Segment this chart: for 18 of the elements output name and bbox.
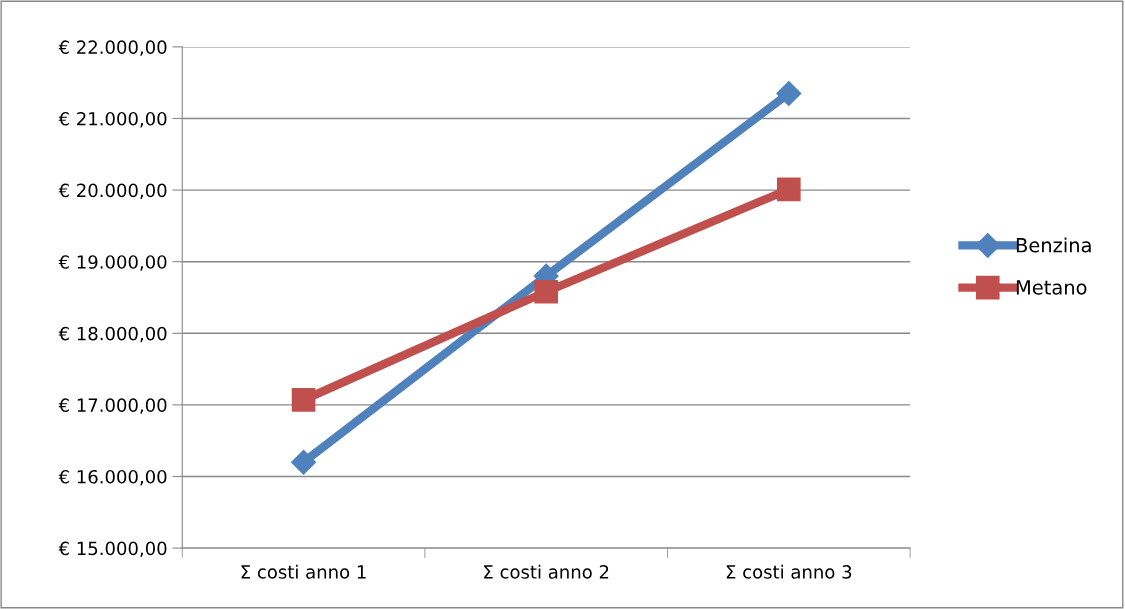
y-tick-label: € 15.000,00 [58,541,167,558]
y-tick-label: € 20.000,00 [58,183,167,200]
x-tick-label: Σ costi anno 2 [484,564,609,579]
point [291,449,317,475]
point [776,80,802,106]
y-tick-label: € 22.000,00 [58,40,167,56]
x-tick-label: Σ costi anno 3 [726,564,852,579]
point [777,177,801,202]
y-tick-label: € 17.000,00 [58,398,167,414]
y-tick-label: € 18.000,00 [58,326,167,343]
y-tick-label: € 19.000,00 [58,255,167,271]
x-tick-label: Σ costi anno 1 [241,564,366,579]
legend-label: Benzina [1016,237,1091,253]
point [291,388,316,412]
y-tick-label: € 16.000,00 [58,469,167,486]
point [534,279,558,304]
y-tick-label: € 21.000,00 [58,111,167,128]
legend-label: Metano [1016,280,1087,295]
